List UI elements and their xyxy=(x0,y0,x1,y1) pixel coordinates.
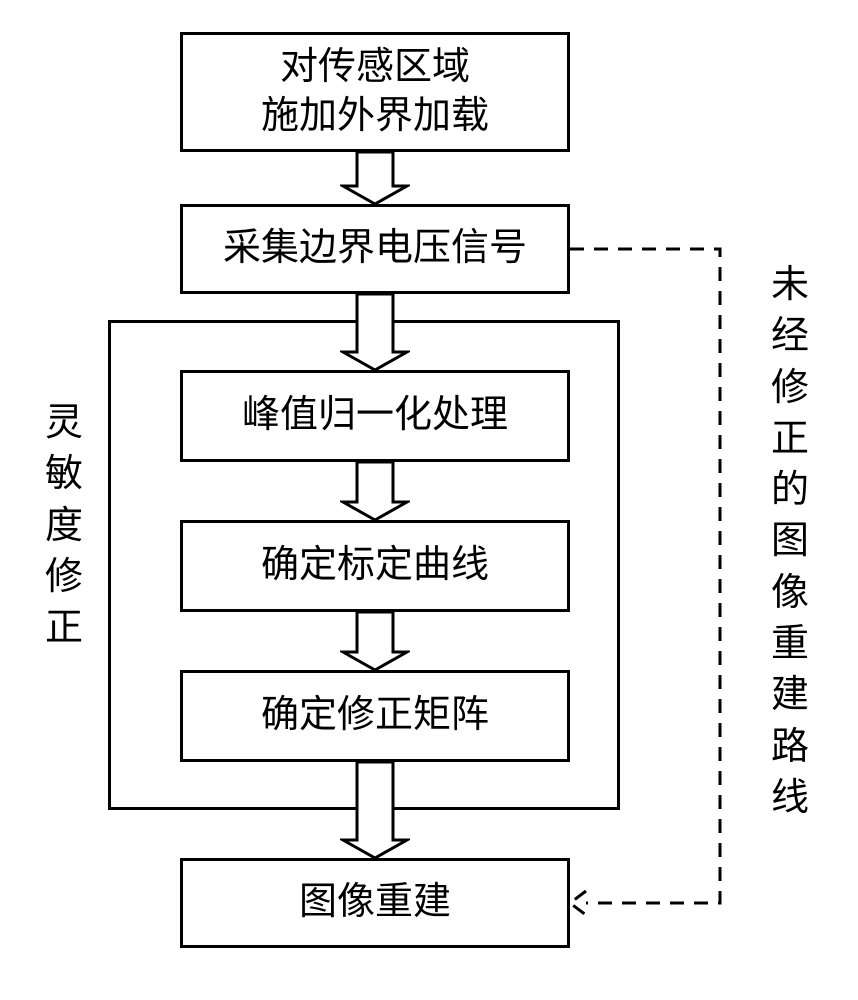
box-collect-voltage: 采集边界电压信号 xyxy=(180,204,570,294)
arrow-a5 xyxy=(340,762,410,858)
box-correction-matrix: 确定修正矩阵 xyxy=(180,670,570,762)
arrow-a2 xyxy=(340,294,410,370)
box-image-reconstruct-label: 图像重建 xyxy=(299,878,451,927)
arrow-a1 xyxy=(340,152,410,204)
box-apply-load-label: 对传感区域 施加外界加载 xyxy=(261,43,489,142)
box-peak-normalize-label: 峰值归一化处理 xyxy=(242,391,508,440)
dashed-bypass-path xyxy=(550,229,740,923)
label-sensitivity-correction: 灵敏度修正 xyxy=(44,398,84,654)
label-uncorrected-path: 未经修正的图像重建路线 xyxy=(770,260,810,824)
arrow-a4 xyxy=(340,612,410,670)
box-apply-load: 对传感区域 施加外界加载 xyxy=(180,32,570,152)
box-collect-voltage-label: 采集边界电压信号 xyxy=(223,224,527,273)
box-image-reconstruct: 图像重建 xyxy=(180,858,570,948)
box-peak-normalize: 峰值归一化处理 xyxy=(180,370,570,462)
box-correction-matrix-label: 确定修正矩阵 xyxy=(261,691,489,740)
box-calibration-curve-label: 确定标定曲线 xyxy=(261,541,489,590)
arrow-a3 xyxy=(340,462,410,520)
flowchart-canvas: 对传感区域 施加外界加载采集边界电压信号峰值归一化处理确定标定曲线确定修正矩阵图… xyxy=(0,0,858,1000)
box-calibration-curve: 确定标定曲线 xyxy=(180,520,570,612)
